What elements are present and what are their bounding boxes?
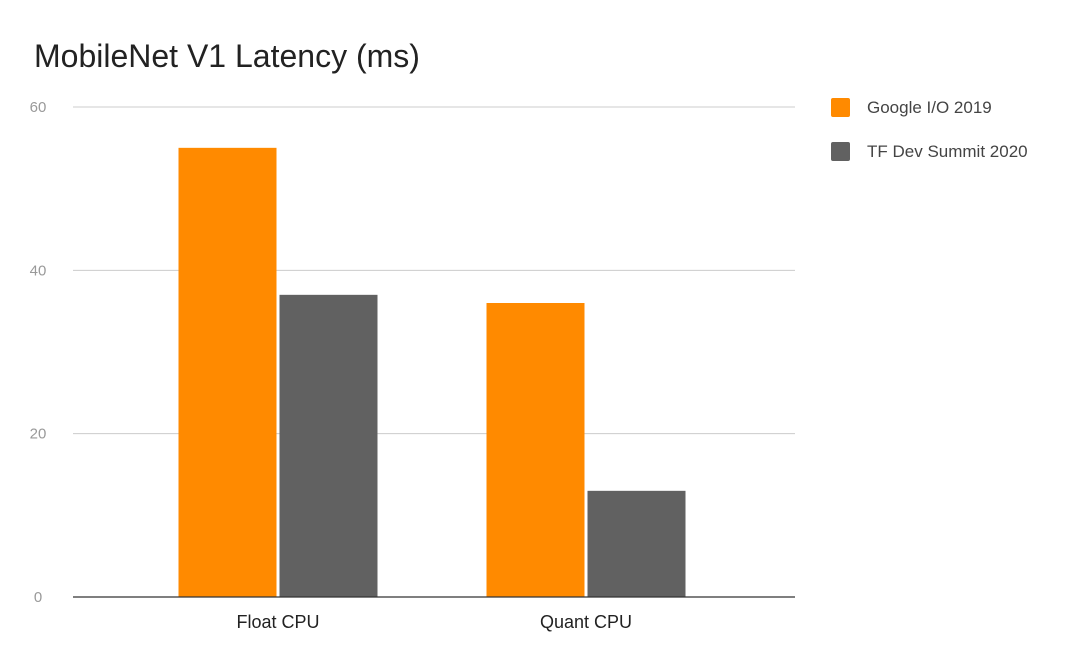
legend-label: TF Dev Summit 2020 [867,142,1028,161]
bars [178,147,686,598]
chart-title: MobileNet V1 Latency (ms) [34,38,420,74]
bar-tf-dev-summit-2020-float-cpu [279,294,378,597]
x-category-label: Float CPU [236,612,319,632]
bar-tf-dev-summit-2020-quant-cpu [587,490,686,597]
x-category-label: Quant CPU [540,612,632,632]
y-tick-label: 0 [34,589,42,606]
axes: 0 20 40 60 Float CPU Quant CPU [30,99,795,632]
bar-google-i-o-2019-quant-cpu [486,303,585,597]
legend-label: Google I/O 2019 [867,98,992,117]
legend: Google I/O 2019 TF Dev Summit 2020 [831,98,1028,161]
y-tick-label: 20 [30,426,47,443]
bar-google-i-o-2019-float-cpu [178,147,277,598]
y-tick-label: 40 [30,262,47,279]
legend-swatch [831,98,850,117]
y-tick-label: 60 [30,99,47,116]
legend-swatch [831,142,850,161]
